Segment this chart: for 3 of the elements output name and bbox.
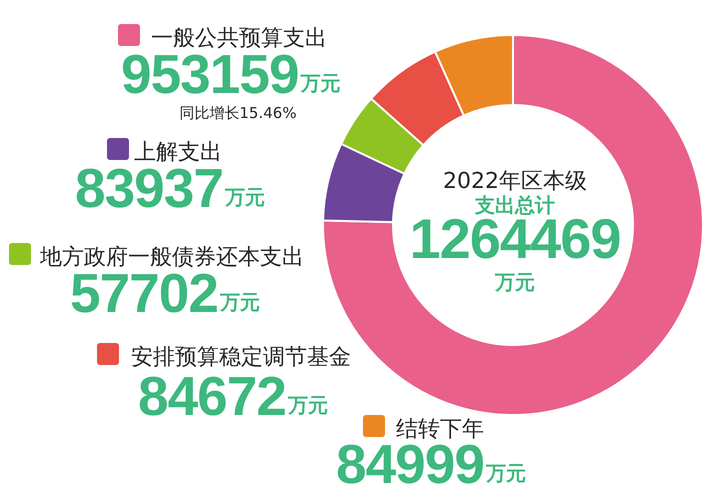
text: 2022年区本级	[443, 169, 587, 194]
text: 同比增长15.46%	[179, 104, 297, 122]
legend-label: 安排预算稳定调节基金	[131, 345, 351, 370]
